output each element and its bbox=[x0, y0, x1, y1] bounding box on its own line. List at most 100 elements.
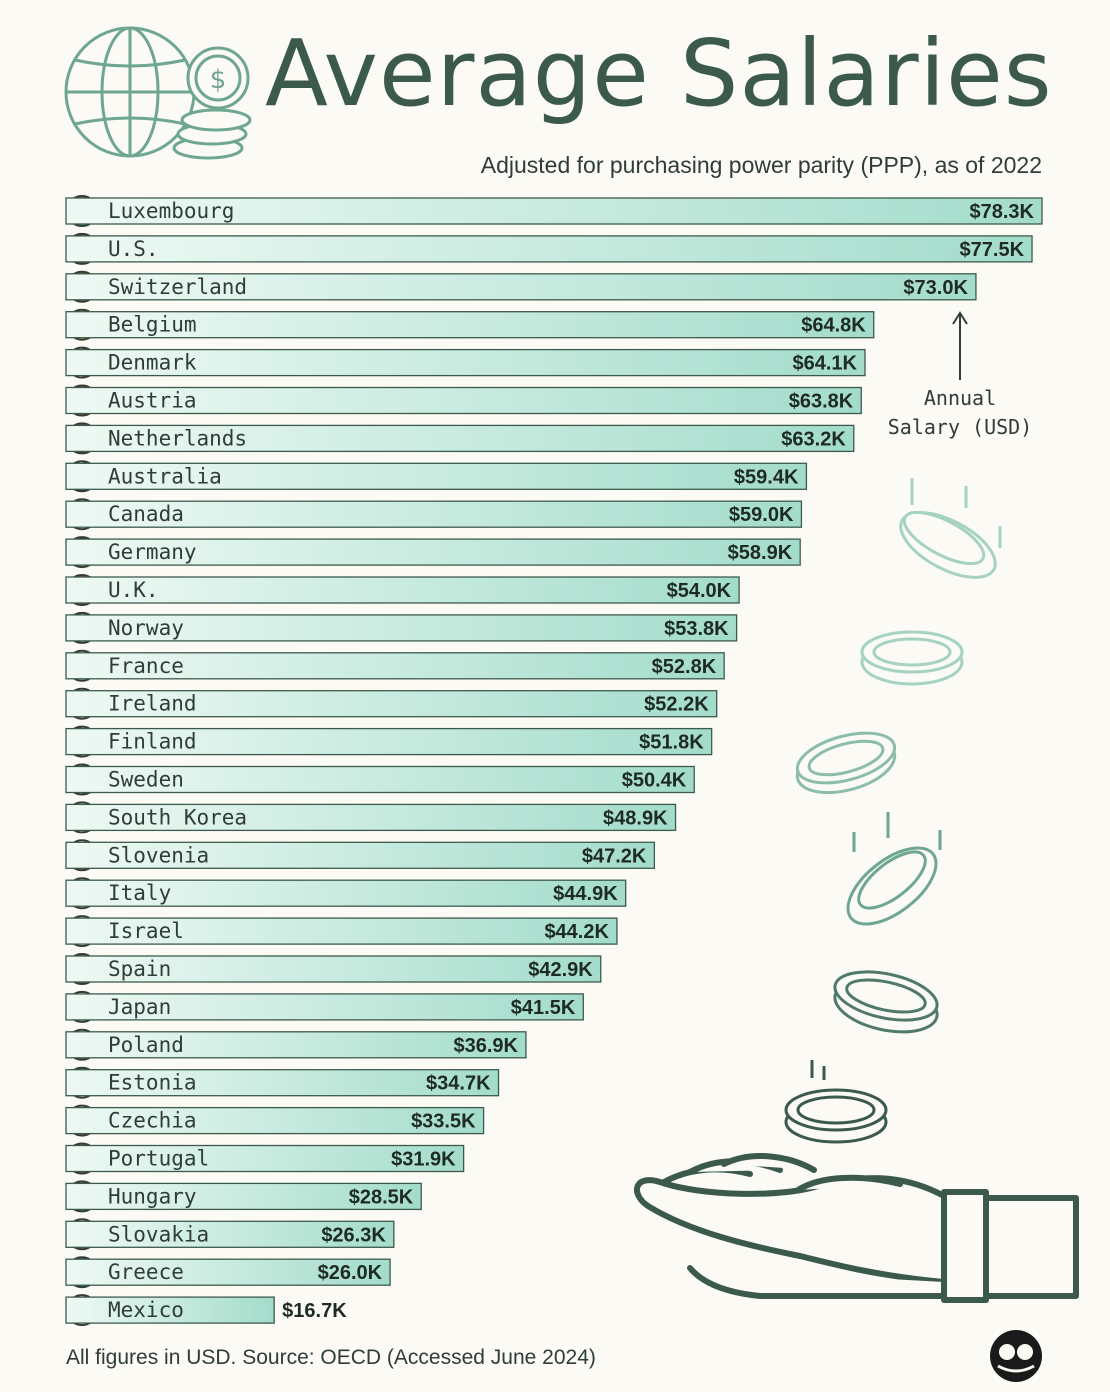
label-u-k: U.K. bbox=[108, 578, 159, 602]
label-u-s: U.S. bbox=[108, 237, 159, 261]
bar-finland bbox=[65, 727, 713, 756]
bar-slovakia bbox=[65, 1220, 395, 1248]
bar-canada bbox=[65, 500, 803, 528]
bar-luxembourg bbox=[65, 197, 1043, 225]
label-south-korea: South Korea bbox=[108, 805, 247, 829]
label-czechia: Czechia bbox=[108, 1109, 197, 1133]
annotation-line-1: Annual bbox=[923, 386, 997, 410]
value-u-k: $54.0K bbox=[667, 580, 732, 602]
value-norway: $53.8K bbox=[664, 618, 729, 640]
value-mexico: $16.7K bbox=[282, 1300, 347, 1322]
value-finland: $51.8K bbox=[639, 732, 704, 754]
label-japan: Japan bbox=[108, 995, 171, 1019]
value-australia: $59.4K bbox=[734, 466, 799, 488]
value-luxembourg: $78.3K bbox=[970, 201, 1035, 223]
bar-sweden bbox=[65, 765, 695, 794]
value-slovakia: $26.3K bbox=[321, 1224, 386, 1246]
label-france: France bbox=[108, 654, 184, 678]
bar-netherlands bbox=[65, 424, 855, 453]
value-canada: $59.0K bbox=[729, 504, 794, 526]
svg-text:$: $ bbox=[210, 65, 227, 95]
label-germany: Germany bbox=[108, 540, 197, 564]
label-belgium: Belgium bbox=[108, 313, 197, 337]
bar-denmark bbox=[65, 348, 866, 377]
label-canada: Canada bbox=[108, 502, 184, 526]
value-hungary: $28.5K bbox=[349, 1186, 414, 1208]
category-labels: Luxembourg U.S. Switzerland Belgium Denmark A… bbox=[108, 199, 247, 1322]
label-italy: Italy bbox=[108, 881, 171, 905]
bar-ireland bbox=[65, 690, 718, 718]
label-luxembourg: Luxembourg bbox=[108, 199, 234, 223]
bar-hungary bbox=[65, 1182, 422, 1211]
bar-australia bbox=[65, 462, 808, 490]
bar-germany bbox=[65, 538, 801, 566]
annotation-label: Annual Salary (USD) bbox=[884, 384, 1036, 442]
value-estonia: $34.7K bbox=[426, 1073, 491, 1095]
brand-logo-icon bbox=[990, 1330, 1042, 1382]
bar-poland bbox=[65, 1031, 527, 1059]
label-austria: Austria bbox=[108, 389, 197, 413]
globe-icon bbox=[64, 26, 196, 158]
falling-coin-icon bbox=[833, 970, 939, 1034]
bar-norway bbox=[65, 614, 738, 642]
chart-title: Average Salaries bbox=[265, 20, 1053, 127]
bar-austria bbox=[65, 386, 862, 415]
label-finland: Finland bbox=[108, 730, 197, 754]
bar-czechia bbox=[65, 1106, 485, 1135]
label-poland: Poland bbox=[108, 1033, 184, 1057]
label-slovenia: Slovenia bbox=[108, 843, 209, 867]
bar-spain bbox=[65, 955, 602, 983]
source-note: All figures in USD. Source: OECD (Access… bbox=[66, 1346, 596, 1369]
bar-estonia bbox=[65, 1069, 500, 1097]
annotation-arrow bbox=[952, 311, 968, 380]
value-germany: $58.9K bbox=[728, 542, 793, 564]
value-portugal: $31.9K bbox=[391, 1149, 456, 1171]
bar-u-s bbox=[65, 235, 1033, 263]
label-israel: Israel bbox=[108, 919, 184, 943]
label-denmark: Denmark bbox=[108, 351, 197, 375]
bar-portugal bbox=[65, 1144, 465, 1173]
bar-japan bbox=[65, 993, 584, 1021]
bar-u-k bbox=[65, 576, 740, 604]
bar-switzerland bbox=[65, 273, 977, 301]
open-hand-icon bbox=[634, 1153, 1079, 1303]
coin-stack-icon bbox=[172, 108, 252, 160]
value-greece: $26.0K bbox=[318, 1262, 383, 1284]
annotation-line-2: Salary (USD) bbox=[887, 415, 1033, 439]
falling-coin-icon bbox=[846, 812, 942, 926]
value-israel: $44.2K bbox=[544, 921, 609, 943]
bar-mexico bbox=[65, 1296, 275, 1324]
bar-italy bbox=[65, 879, 627, 907]
falling-coin-icon bbox=[784, 1060, 888, 1144]
label-switzerland: Switzerland bbox=[108, 275, 247, 299]
bar-greece bbox=[65, 1258, 391, 1286]
value-czechia: $33.5K bbox=[411, 1111, 476, 1133]
label-estonia: Estonia bbox=[108, 1071, 197, 1095]
falling-coin-icon bbox=[860, 630, 964, 686]
label-slovakia: Slovakia bbox=[108, 1222, 209, 1246]
label-sweden: Sweden bbox=[108, 768, 184, 792]
dollar-coin-icon: $ bbox=[186, 46, 250, 110]
value-poland: $36.9K bbox=[453, 1035, 518, 1057]
value-netherlands: $63.2K bbox=[781, 428, 846, 450]
label-mexico: Mexico bbox=[108, 1298, 184, 1322]
label-australia: Australia bbox=[108, 464, 222, 488]
label-hungary: Hungary bbox=[108, 1184, 197, 1208]
label-ireland: Ireland bbox=[108, 692, 197, 716]
falling-coin-icon bbox=[899, 478, 1002, 579]
label-spain: Spain bbox=[108, 957, 171, 981]
value-austria: $63.8K bbox=[789, 391, 854, 413]
falling-coin-icon bbox=[795, 731, 897, 795]
value-denmark: $64.1K bbox=[792, 353, 857, 375]
value-japan: $41.5K bbox=[511, 997, 576, 1019]
value-switzerland: $73.0K bbox=[903, 277, 968, 299]
value-belgium: $64.8K bbox=[801, 315, 866, 337]
chart-subtitle: Adjusted for purchasing power parity (PP… bbox=[480, 152, 1042, 178]
label-greece: Greece bbox=[108, 1260, 184, 1284]
bar-belgium bbox=[65, 311, 875, 339]
label-portugal: Portugal bbox=[108, 1147, 209, 1171]
value-south-korea: $48.9K bbox=[603, 807, 668, 829]
value-france: $52.8K bbox=[652, 656, 717, 678]
